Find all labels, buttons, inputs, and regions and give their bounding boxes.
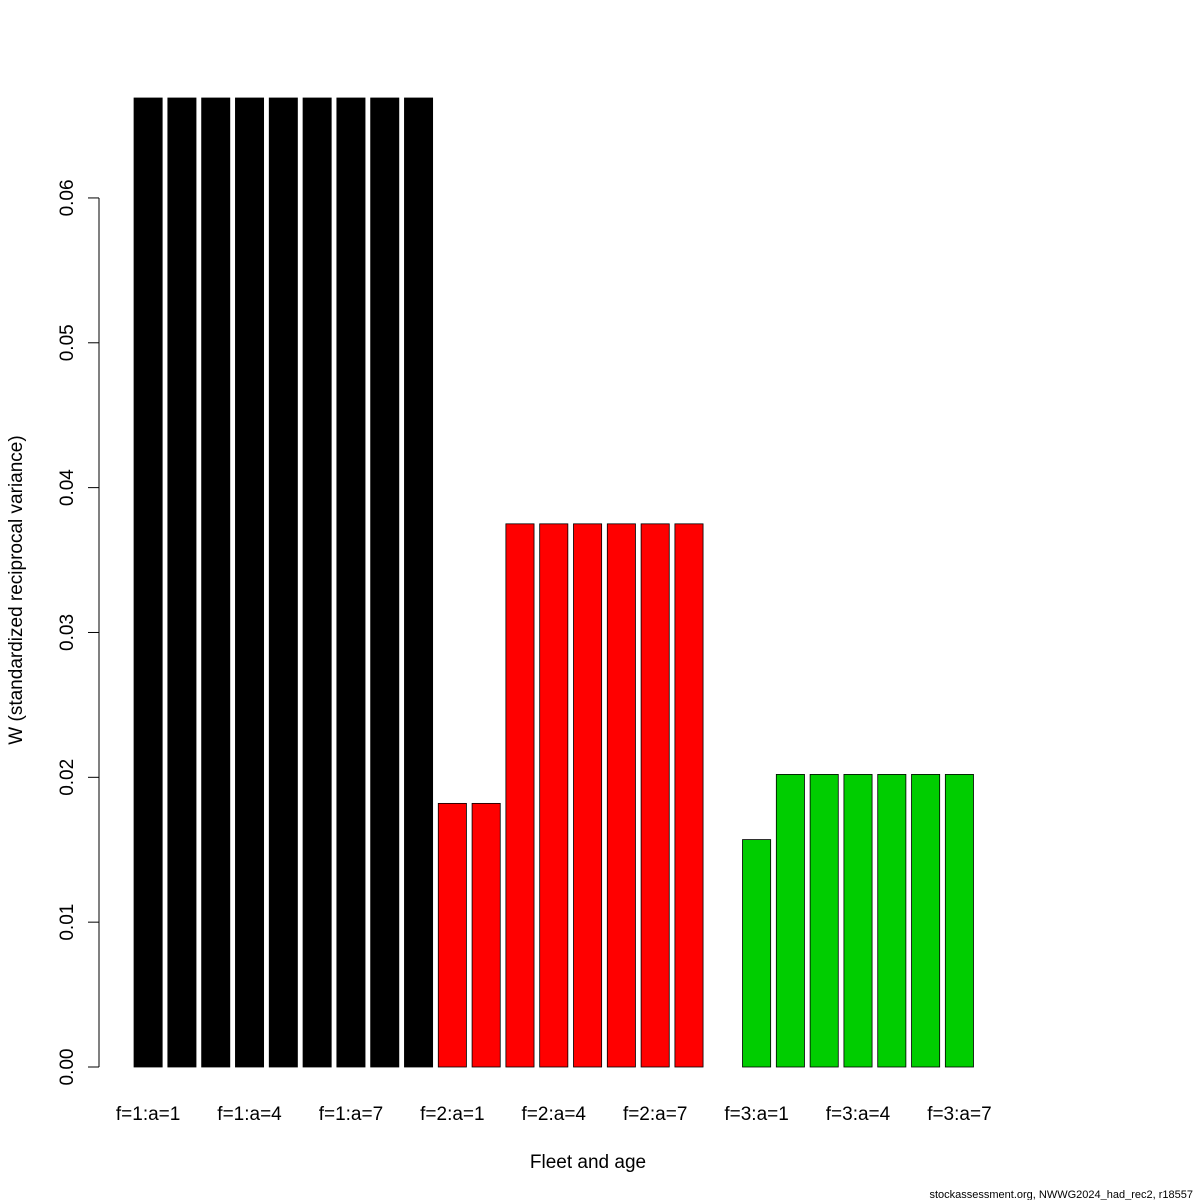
x-tick-label: f=1:a=4 [217, 1104, 282, 1125]
bar [775, 774, 805, 1068]
x-tick-label: f=3:a=7 [927, 1104, 991, 1125]
x-tick-label: f=1:a=7 [319, 1104, 383, 1125]
bar [742, 839, 772, 1068]
y-tick-label: 0.01 [57, 904, 78, 941]
bar [471, 802, 501, 1068]
bar [809, 774, 839, 1068]
bar [437, 802, 467, 1068]
bar [640, 523, 670, 1068]
bar [235, 97, 265, 1068]
footer: stockassessment.org, NWWG2024_had_rec2, … [929, 1189, 1193, 1200]
x-tick-label: f=2:a=4 [522, 1104, 587, 1125]
y-tick-label: 0.00 [57, 1049, 78, 1086]
bar [539, 523, 569, 1068]
bar [911, 774, 941, 1068]
y-axis-label: W (standardized reciprocal variance) [6, 435, 27, 744]
y-tick-label: 0.04 [57, 469, 78, 506]
bar [302, 97, 332, 1068]
y-tick-label: 0.06 [57, 179, 78, 216]
x-tick-label: f=3:a=1 [724, 1104, 788, 1125]
bar [877, 774, 907, 1068]
x-tick-label: f=3:a=4 [826, 1104, 891, 1125]
bar [167, 97, 197, 1068]
bar [336, 97, 366, 1068]
y-tick-label: 0.03 [57, 614, 78, 651]
bar [404, 97, 434, 1068]
bar [944, 774, 974, 1068]
y-tick-label: 0.05 [57, 324, 78, 361]
bar [505, 523, 535, 1068]
bar [370, 97, 400, 1068]
bar [674, 523, 704, 1068]
x-tick-label: f=2:a=7 [623, 1104, 687, 1125]
bar [268, 97, 298, 1068]
x-axis-label: Fleet and age [530, 1152, 646, 1173]
bar [573, 523, 603, 1068]
x-tick-label: f=1:a=1 [116, 1104, 180, 1125]
y-tick-label: 0.02 [57, 759, 78, 796]
bar [201, 97, 231, 1068]
bar [133, 97, 163, 1068]
x-tick-label: f=2:a=1 [420, 1104, 484, 1125]
bar [606, 523, 636, 1068]
bar [843, 774, 873, 1068]
